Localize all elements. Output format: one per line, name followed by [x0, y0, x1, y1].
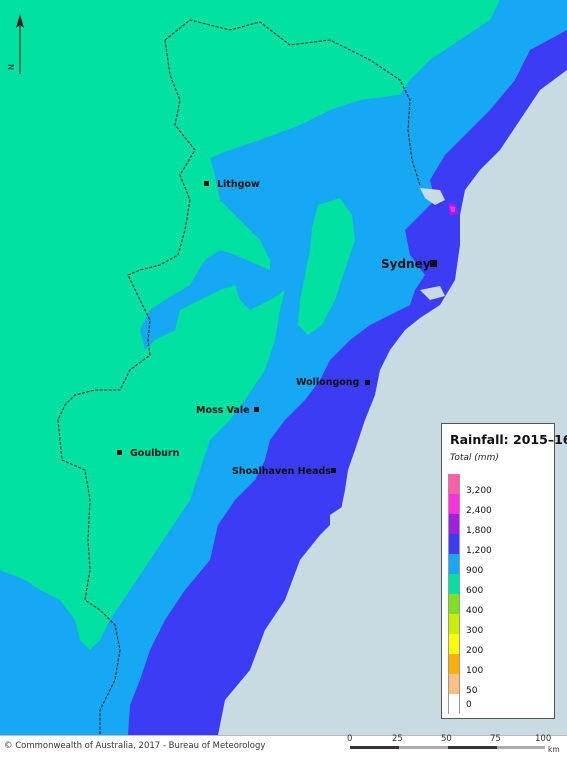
legend-swatch [448, 694, 460, 714]
rainfall-zone-1200 [128, 30, 567, 735]
place-label-goulburn: Goulburn [130, 448, 180, 459]
legend-item [448, 694, 548, 714]
lithgow-marker [204, 181, 209, 186]
legend-item: 100 [448, 654, 548, 676]
legend-item: 1,800 [448, 514, 548, 536]
rainfall-zone-2400 [450, 206, 455, 212]
region-boundary [57, 19, 421, 735]
place-label-shoalhaven-heads: Shoalhaven Heads [232, 466, 331, 477]
scale-segment [399, 746, 448, 749]
goulburn-marker [117, 450, 122, 455]
legend-swatch [448, 554, 460, 574]
legend-item: 2,400 [448, 494, 548, 516]
scale-tick-label: 25 [392, 734, 403, 744]
legend-item: 200 [448, 634, 548, 656]
scale-tick-label: 100 [535, 734, 552, 744]
legend-swatch [448, 634, 460, 654]
legend-item: 900 [448, 554, 548, 576]
legend-item: 400 [448, 594, 548, 616]
legend-title: Rainfall: 2015–16 [450, 432, 567, 447]
legend-swatch [448, 594, 460, 614]
legend: Rainfall: 2015–16 Total (mm) 3,200 2,400 1… [441, 423, 567, 719]
legend-item: 600 [448, 574, 548, 596]
place-label-wollongong: Wollongong [296, 377, 359, 388]
shoalhaven-heads-marker [331, 468, 336, 473]
legend-value: 1,200 [466, 546, 492, 556]
legend-value: 900 [466, 566, 484, 576]
legend-value: 3,200 [466, 486, 492, 496]
legend-item: 50 [448, 674, 548, 696]
copyright-credit: © Commonwealth of Australia, 2017 - Bure… [4, 741, 266, 751]
jervis-bay [330, 505, 355, 535]
legend-value: 100 [466, 666, 484, 676]
sydney-marker [430, 260, 437, 267]
legend-swatch [448, 654, 460, 674]
legend-value: 50 [466, 686, 478, 696]
scale-unit: km [548, 745, 560, 754]
north-arrow-icon: N [7, 14, 24, 74]
legend-value: 300 [466, 626, 484, 636]
scale-segment [350, 746, 399, 749]
scale-segment [448, 746, 497, 749]
moss-vale-marker [254, 407, 259, 412]
place-label-lithgow: Lithgow [217, 179, 260, 190]
legend-swatch [448, 614, 460, 634]
place-label-sydney: Sydney [381, 257, 431, 271]
legend-item: 300 [448, 614, 548, 636]
legend-value: 600 [466, 586, 484, 596]
svg-text:N: N [7, 64, 16, 70]
wollongong-marker [365, 380, 370, 385]
harbour-detail [420, 188, 445, 300]
scale-tick-label: 75 [490, 734, 501, 744]
legend-zero-label: 0 [466, 700, 472, 710]
legend-value: 2,400 [466, 506, 492, 516]
legend-value: 1,800 [466, 526, 492, 536]
legend-swatch [448, 674, 460, 694]
legend-item: 3,200 [448, 474, 548, 496]
legend-value: 200 [466, 646, 484, 656]
scale-tick-label: 50 [441, 734, 452, 744]
legend-subtitle: Total (mm) [450, 453, 499, 463]
legend-swatch [448, 514, 460, 534]
rainfall-zone-600-west [0, 0, 500, 650]
scale-segment [497, 746, 545, 749]
place-label-moss-vale: Moss Vale [196, 405, 250, 416]
legend-value: 400 [466, 606, 484, 616]
scale-tick-label: 0 [347, 734, 353, 744]
legend-swatch [448, 494, 460, 514]
legend-swatch [448, 474, 460, 494]
scale-bar [350, 746, 545, 749]
map-footer: © Commonwealth of Australia, 2017 - Bure… [0, 734, 567, 757]
legend-item: 1,200 [448, 534, 548, 556]
rainfall-zone-600-inland [298, 198, 355, 335]
legend-swatch [448, 574, 460, 594]
legend-swatch [448, 534, 460, 554]
